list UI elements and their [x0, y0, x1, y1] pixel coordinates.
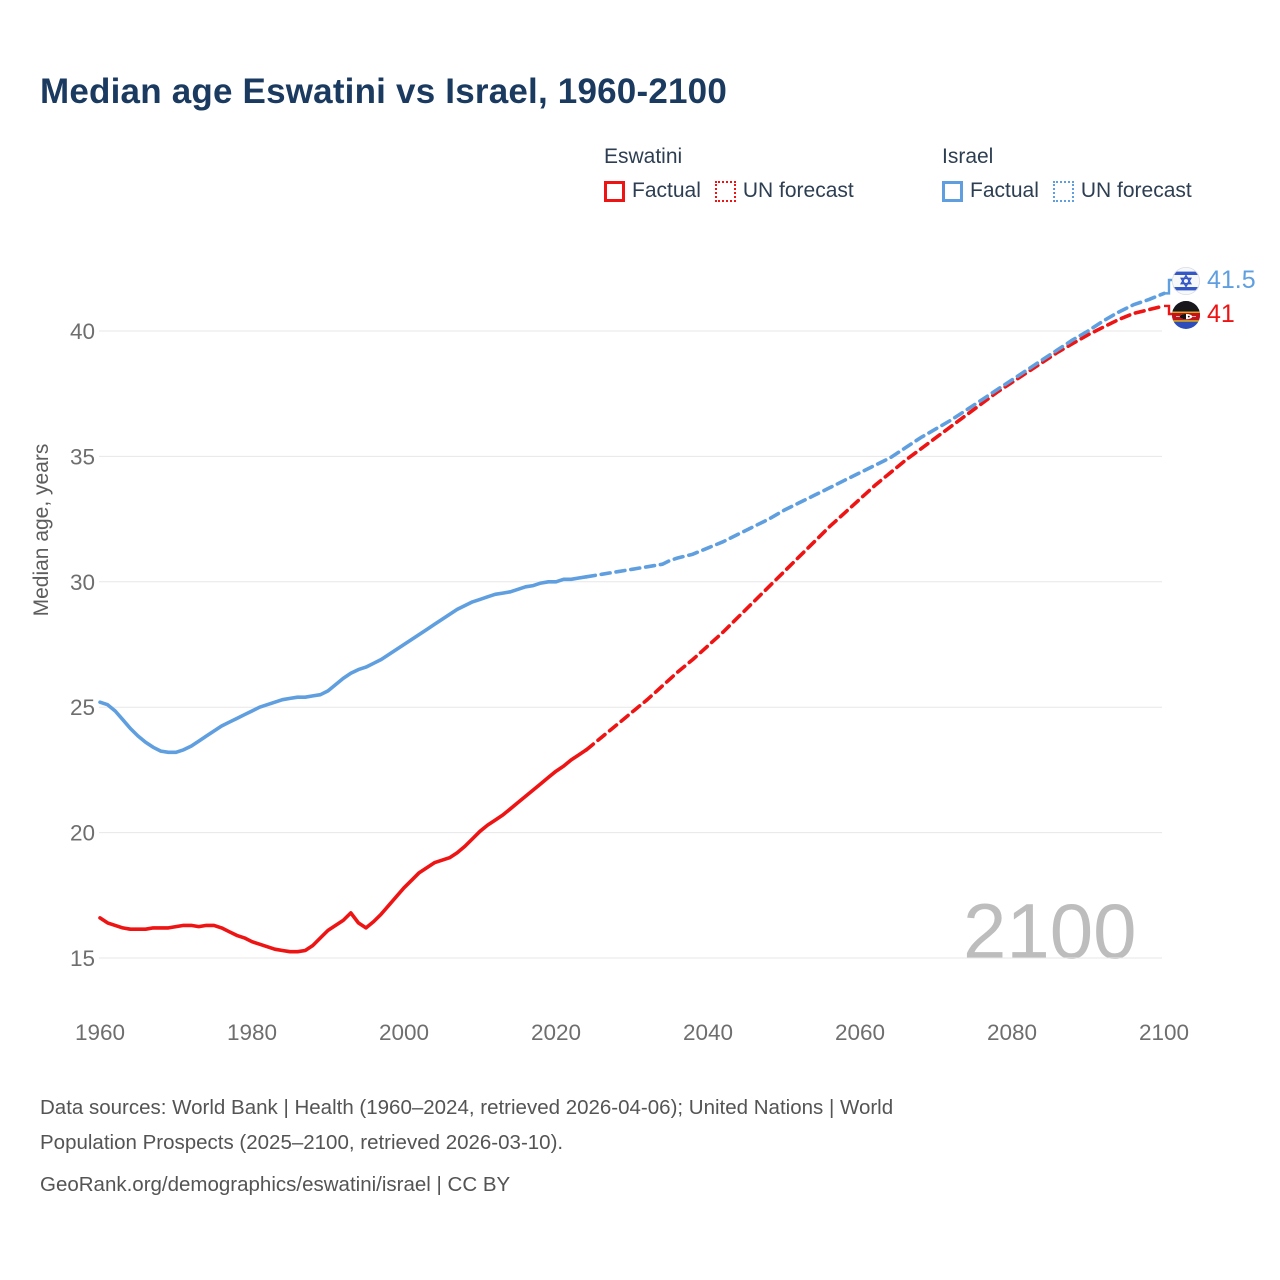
legend-swatch-dotted-icon: [714, 180, 736, 202]
x-tick-label: 1960: [75, 1020, 125, 1045]
legend-swatch-solid-icon: [604, 180, 625, 202]
legend-country-label: Eswatini: [604, 145, 683, 168]
series-line-israel-forecast: [584, 291, 1166, 579]
legend-item-label: UN forecast: [1080, 179, 1192, 202]
footer-sources-line-1: Data sources: World Bank | Health (1960–…: [40, 1096, 894, 1119]
israel-flag-icon: [1172, 266, 1200, 295]
legend-item-label: Factual: [632, 179, 701, 202]
watermark-year: 2100: [963, 887, 1137, 975]
legend-item-eswatini-forecast: UN forecast: [714, 179, 854, 203]
legend-swatch-solid-icon: [942, 180, 963, 202]
y-axis-title: Median age, years: [30, 443, 53, 617]
legend-item-israel-factual: Factual: [942, 179, 1039, 203]
y-tick-label: 30: [70, 570, 95, 595]
legend-item-label: Factual: [970, 179, 1039, 202]
eswatini-flag-icon: [1172, 300, 1200, 329]
x-tick-label: 2100: [1139, 1020, 1189, 1045]
chart-title: Median age Eswatini vs Israel, 1960-2100: [40, 72, 727, 111]
legend-group-israel: Israel Factual UN forecast: [942, 145, 1192, 203]
series-line-eswatini-factual: [98, 747, 589, 954]
legend-item-label: UN forecast: [742, 179, 854, 202]
end-value-eswatini: 41: [1207, 300, 1235, 328]
end-label-israel: 41.5: [1172, 266, 1256, 295]
legend-country-label: Israel: [942, 145, 994, 168]
legend-swatch-dotted-icon: [1052, 180, 1074, 202]
legend-items-row: Factual UN forecast: [942, 179, 1192, 203]
legend-item-eswatini-factual: Factual: [604, 179, 701, 203]
y-tick-label: 35: [70, 444, 95, 469]
legend-group-eswatini: Eswatini Factual UN forecast: [604, 145, 854, 203]
y-tick-label: 25: [70, 695, 95, 720]
x-tick-label: 2080: [987, 1020, 1037, 1045]
end-label-eswatini: 41: [1172, 300, 1235, 329]
y-tick-label: 40: [70, 319, 95, 344]
y-tick-label: 20: [70, 821, 95, 846]
legend-item-israel-forecast: UN forecast: [1052, 179, 1192, 203]
end-value-israel: 41.5: [1207, 266, 1256, 294]
x-tick-label: 1980: [227, 1020, 277, 1045]
x-tick-label: 2000: [379, 1020, 429, 1045]
x-tick-label: 2040: [683, 1020, 733, 1045]
series-line-israel-factual: [98, 574, 589, 755]
x-tick-label: 2020: [531, 1020, 581, 1045]
series-line-eswatini-forecast: [584, 304, 1166, 752]
footer-credit-line: GeoRank.org/demographics/eswatini/israel…: [40, 1173, 511, 1196]
footer-sources-line-2: Population Prospects (2025–2100, retriev…: [40, 1131, 564, 1154]
y-tick-label: 15: [70, 946, 95, 971]
legend-items-row: Factual UN forecast: [604, 179, 854, 203]
footer-attribution: Data sources: World Bank | Health (1960–…: [40, 1090, 893, 1202]
x-tick-label: 2060: [835, 1020, 885, 1045]
